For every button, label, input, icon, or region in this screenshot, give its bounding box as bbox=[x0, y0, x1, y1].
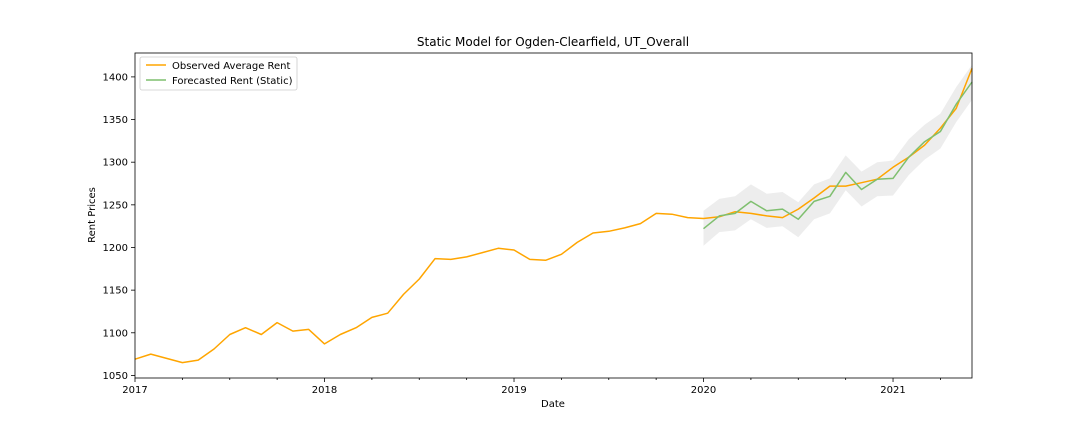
series-line-observed bbox=[134, 68, 973, 364]
y-axis-ticks: 1050 1100 1150 1200 1250 1300 1350 1400 bbox=[103, 72, 135, 382]
x-tick-label: 2020 bbox=[691, 385, 716, 396]
plot-frame bbox=[134, 52, 973, 379]
y-axis-label: Rent Prices bbox=[87, 187, 98, 243]
x-tick-label: 2017 bbox=[122, 385, 147, 396]
x-tick-label: 2021 bbox=[880, 385, 905, 396]
x-axis-label: Date bbox=[541, 399, 565, 410]
legend-label-observed: Observed Average Rent bbox=[172, 61, 291, 72]
y-tick-label: 1100 bbox=[103, 328, 128, 339]
y-tick-label: 1250 bbox=[103, 200, 128, 211]
series-line-forecast bbox=[703, 81, 973, 230]
x-axis-ticks: 2017 2018 2019 2020 2021 bbox=[122, 378, 941, 396]
confidence-band bbox=[703, 64, 972, 246]
series-line-layer bbox=[134, 68, 973, 364]
y-tick-label: 1300 bbox=[103, 158, 128, 169]
legend-box bbox=[139, 56, 298, 91]
x-tick-label: 2019 bbox=[501, 385, 526, 396]
x-tick-label: 2018 bbox=[312, 385, 337, 396]
legend-label-forecast: Forecasted Rent (Static) bbox=[172, 76, 293, 87]
legend: Observed Average Rent Forecasted Rent (S… bbox=[139, 56, 298, 91]
chart-title: Static Model for Ogden-Clearfield, UT_Ov… bbox=[417, 35, 689, 49]
y-tick-label: 1400 bbox=[103, 72, 128, 83]
y-tick-label: 1350 bbox=[103, 115, 128, 126]
y-tick-label: 1050 bbox=[103, 371, 128, 382]
y-tick-label: 1150 bbox=[103, 286, 128, 297]
confidence-band-layer bbox=[703, 64, 972, 246]
y-tick-label: 1200 bbox=[103, 243, 128, 254]
